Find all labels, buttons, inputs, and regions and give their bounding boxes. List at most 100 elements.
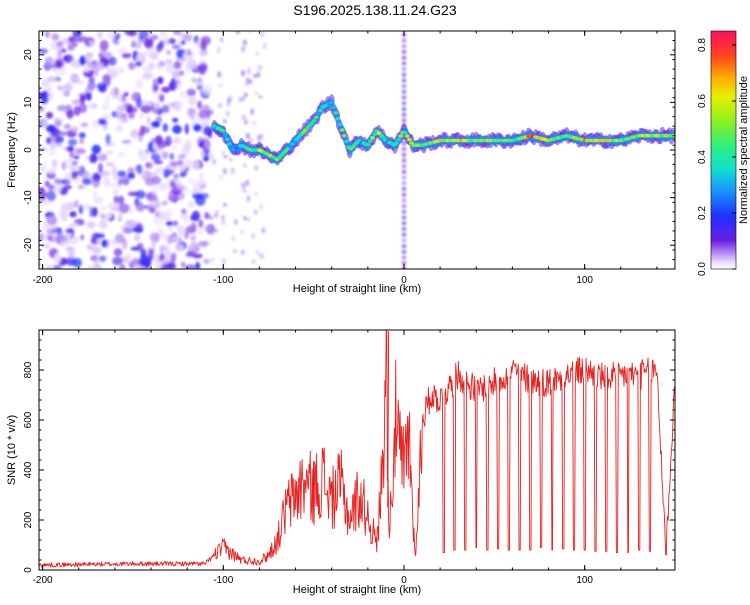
noise-blob [193, 123, 202, 132]
stripe-blob [401, 61, 407, 66]
noise-blob [57, 106, 68, 113]
noise-blob [85, 40, 91, 46]
noise-blob [86, 220, 96, 230]
noise-blob [127, 172, 135, 179]
noise-blob [240, 249, 245, 256]
noise-blob [60, 202, 69, 213]
noise-blob [183, 217, 189, 225]
noise-blob [130, 128, 139, 139]
noise-blob [225, 110, 230, 117]
noise-blob [158, 182, 167, 191]
noise-blob [209, 215, 214, 220]
noise-blob [39, 233, 44, 242]
noise-speckle [39, 31, 407, 269]
noise-blob [164, 135, 172, 147]
snr-line-layer [39, 330, 675, 568]
noise-blob [130, 92, 140, 102]
y-tick-label: 0 [23, 147, 34, 153]
noise-blob [161, 86, 171, 93]
noise-blob [125, 252, 131, 261]
noise-blob [79, 93, 86, 104]
stripe-blob [401, 232, 407, 237]
noise-blob [162, 257, 171, 264]
noise-blob [44, 180, 50, 187]
noise-blob [67, 138, 78, 146]
snr-plot-area [39, 330, 675, 570]
noise-blob [236, 31, 240, 34]
noise-blob [123, 226, 132, 234]
noise-blob [195, 261, 201, 269]
noise-blob [41, 200, 52, 206]
noise-blob [197, 179, 207, 185]
noise-blob [184, 48, 192, 56]
noise-blob [172, 220, 179, 226]
noise-blob [172, 234, 183, 245]
noise-blob [246, 217, 251, 222]
x-tick-label: 100 [576, 575, 593, 586]
noise-blob [64, 83, 71, 91]
noise-blob [165, 221, 173, 226]
noise-blob [98, 213, 105, 218]
noise-blob [156, 144, 166, 150]
noise-blob [124, 31, 135, 36]
noise-blob [217, 102, 222, 107]
figure-title: S196.2025.138.11.24.G23 [293, 2, 456, 18]
noise-blob [201, 84, 213, 95]
noise-blob [240, 229, 245, 234]
noise-blob [184, 231, 189, 239]
noise-blob [102, 74, 111, 83]
noise-blob [199, 49, 208, 57]
ridge-core [368, 139, 373, 143]
colorbar-tick-label: 0.2 [697, 206, 708, 220]
noise-blob [174, 243, 185, 252]
noise-blob [86, 62, 95, 68]
ridge-core [220, 129, 226, 133]
noise-blob [242, 215, 247, 221]
ridge-core [328, 100, 334, 105]
noise-blob [47, 167, 57, 175]
noise-blob [98, 255, 107, 262]
noise-blob [87, 82, 97, 90]
noise-blob [72, 31, 82, 38]
noise-blob [180, 40, 186, 45]
noise-blob [46, 214, 58, 226]
noise-blob [94, 174, 101, 181]
noise-blob [176, 185, 186, 192]
stripe-blob [401, 49, 407, 54]
noise-blob [77, 36, 89, 42]
noise-blob [116, 112, 121, 123]
ridge-core [370, 136, 375, 140]
colorbar-tick-label: 0.8 [697, 38, 708, 52]
noise-blob [138, 113, 145, 119]
noise-blob [142, 72, 153, 80]
noise-blob [106, 149, 114, 155]
ridge-core [315, 112, 321, 116]
noise-blob [173, 61, 182, 70]
noise-blob [89, 206, 94, 218]
noise-blob [197, 228, 204, 235]
noise-blob [144, 50, 149, 57]
noise-blob [135, 201, 143, 212]
noise-blob [154, 102, 161, 110]
noise-blob [195, 80, 205, 86]
noise-blob [256, 71, 261, 78]
stripe-blob [401, 112, 407, 117]
noise-blob [111, 241, 121, 246]
noise-blob [116, 170, 127, 178]
noise-blob [81, 177, 92, 185]
colorbar-tick-label: 0.0 [697, 262, 708, 276]
noise-blob [119, 263, 126, 269]
noise-blob [66, 109, 74, 119]
noise-blob [161, 200, 168, 207]
noise-blob [101, 239, 108, 248]
noise-blob [254, 165, 259, 171]
stripe-blob [401, 44, 407, 49]
noise-blob [116, 96, 123, 102]
noise-blob [66, 146, 75, 152]
stripe-blob [401, 141, 407, 146]
noise-blob [64, 172, 72, 181]
x-tick-label: 0 [401, 575, 407, 586]
noise-blob [179, 173, 185, 178]
